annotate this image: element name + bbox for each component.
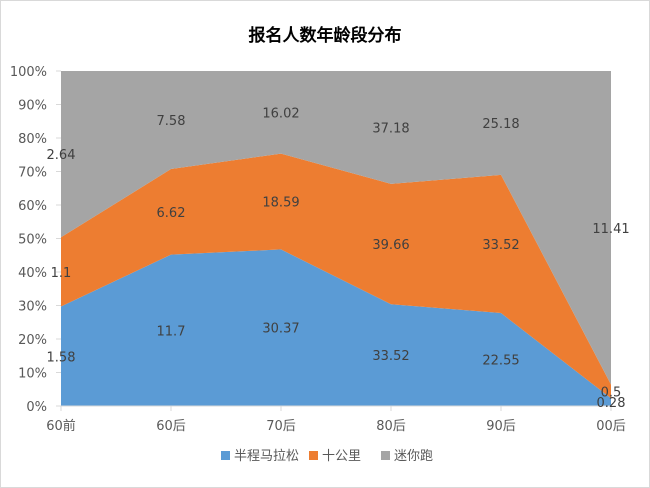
data-label: 30.37 — [262, 322, 299, 337]
area-series-group — [61, 71, 611, 406]
y-tick-label: 10% — [18, 367, 47, 382]
data-label: 33.52 — [372, 349, 409, 364]
y-tick-label: 50% — [18, 233, 47, 248]
x-tick-label: 70后 — [266, 419, 296, 434]
data-label: 33.52 — [482, 238, 519, 253]
x-tick-label: 80后 — [376, 419, 406, 434]
data-label: 6.62 — [157, 206, 186, 221]
y-tick-label: 100% — [10, 65, 47, 80]
data-label: 11.41 — [592, 222, 629, 237]
data-labels-group: 1.58 11.7 30.37 33.52 22.55 0.28 1.1 6.62 18.59 3… — [47, 106, 630, 411]
x-tick-label: 00后 — [596, 419, 626, 434]
y-tick-label: 40% — [18, 266, 47, 281]
area-series-1 — [61, 153, 611, 399]
y-tick-label: 80% — [18, 132, 47, 147]
data-label: 18.59 — [262, 196, 299, 211]
data-label: 7.58 — [157, 114, 186, 129]
chart-title: 报名人数年龄段分布 — [249, 25, 402, 46]
axes-group: 0% 10% 20% 30% 40% 50% 60% 70% 80% 90% 100% 60前 60后 7… — [10, 65, 626, 434]
data-label: 16.02 — [262, 106, 299, 121]
legend-label: 半程马拉松 — [234, 449, 299, 464]
y-tick-label: 60% — [18, 199, 47, 214]
legend-label: 迷你跑 — [394, 449, 433, 464]
data-label: 1.58 — [47, 350, 76, 365]
data-label: 37.18 — [372, 121, 409, 136]
legend-swatch — [309, 451, 318, 460]
area-series-0 — [61, 249, 611, 406]
y-tick-label: 70% — [18, 166, 47, 181]
legend-swatch — [381, 451, 390, 460]
y-tick-label: 0% — [26, 400, 47, 415]
legend-swatch — [221, 451, 230, 460]
data-label: 39.66 — [372, 238, 409, 253]
x-tick-label: 60前 — [46, 418, 76, 434]
legend: 半程马拉松 十公里 迷你跑 — [221, 449, 433, 464]
data-label: 22.55 — [482, 354, 519, 369]
data-label: 1.1 — [51, 266, 72, 281]
x-tick-label: 90后 — [486, 419, 516, 434]
data-label: 2.64 — [47, 148, 76, 163]
data-label: 11.7 — [157, 324, 186, 339]
x-tick-label: 60后 — [156, 419, 186, 434]
legend-label: 十公里 — [322, 449, 361, 464]
y-tick-label: 90% — [18, 99, 47, 114]
area-series-2 — [61, 71, 611, 385]
y-tick-label: 30% — [18, 300, 47, 315]
data-label: 0.28 — [597, 396, 626, 411]
y-tick-label: 20% — [18, 333, 47, 348]
data-label: 0.5 — [601, 385, 622, 400]
data-label: 25.18 — [482, 117, 519, 132]
